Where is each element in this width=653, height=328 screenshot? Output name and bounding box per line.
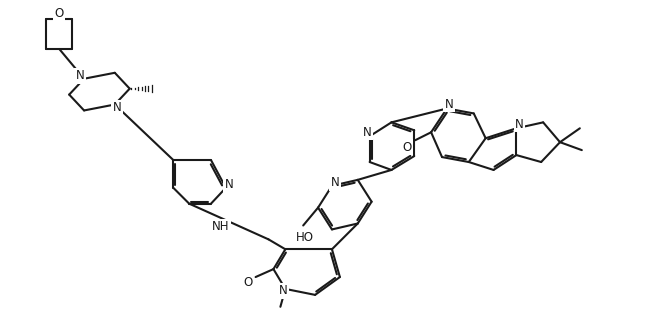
Text: O: O	[403, 141, 412, 154]
Text: N: N	[445, 98, 453, 111]
Text: N: N	[76, 69, 84, 82]
Text: N: N	[515, 118, 524, 131]
Text: N: N	[330, 176, 340, 189]
Text: N: N	[363, 126, 372, 139]
Text: N: N	[279, 284, 288, 297]
Text: N: N	[225, 178, 233, 191]
Text: N: N	[112, 101, 121, 114]
Text: HO: HO	[296, 231, 314, 244]
Text: O: O	[55, 7, 64, 20]
Text: O: O	[243, 277, 252, 290]
Text: NH: NH	[212, 220, 230, 233]
